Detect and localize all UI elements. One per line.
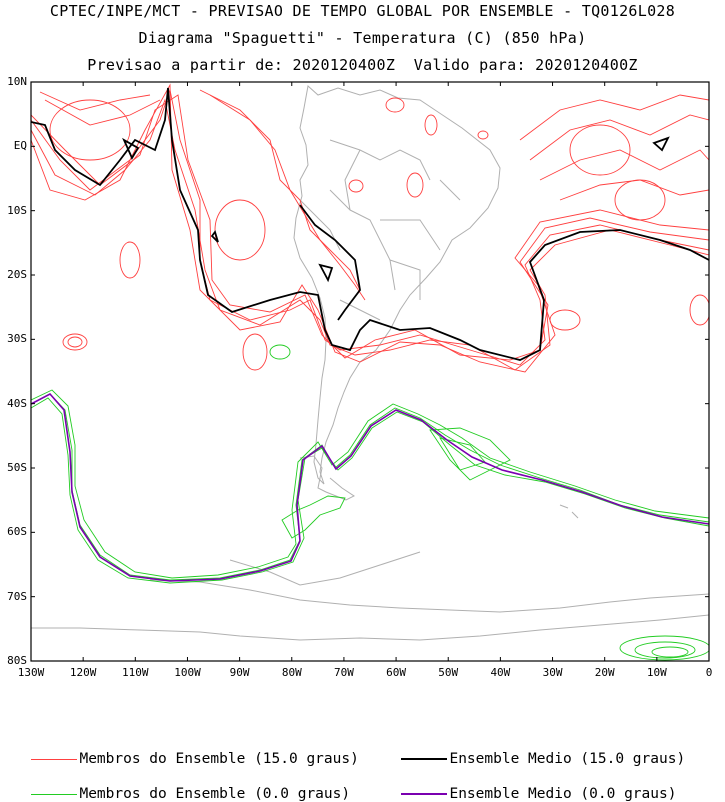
- member-15-island: [424, 114, 438, 136]
- lon-tick-label: 40W: [490, 666, 511, 679]
- lat-tick-label: 10N: [7, 75, 27, 88]
- member-15-island: [477, 130, 489, 140]
- member-15-contour: [519, 94, 709, 161]
- member-15-island: [549, 309, 581, 331]
- member-15-island: [614, 179, 666, 221]
- legend-label-members-0: Membros do Ensemble (0.0 graus): [79, 786, 351, 802]
- members-15-contours: [31, 83, 709, 373]
- mean-15-line: [31, 87, 709, 361]
- map-frame: [30, 81, 710, 662]
- lat-tick-label: 10S: [7, 203, 27, 217]
- lon-tick-label: 20W: [594, 666, 615, 679]
- patagonia-coast: [299, 455, 355, 501]
- mean-15-contours: [31, 87, 709, 361]
- mean-15-line: [318, 263, 334, 283]
- lon-tick-label: 100W: [174, 666, 201, 679]
- chart-title: CPTEC/INPE/MCT - PREVISAO DE TEMPO GLOBA…: [49, 2, 676, 20]
- member-15-island: [242, 333, 268, 371]
- legend-members-0: Membros do Ensemble (0.0 graus): [14, 770, 350, 802]
- member-15-island: [214, 199, 266, 261]
- member-15-island: [406, 172, 424, 198]
- lat-tick-label: 40S: [7, 396, 27, 410]
- member-15-island: [62, 333, 88, 351]
- lat-tick-label: 30S: [7, 332, 27, 346]
- member-0-island: [651, 646, 689, 658]
- member-15-island: [119, 241, 141, 279]
- member-15-contour: [31, 98, 709, 371]
- lat-tick-label: 80S: [7, 654, 27, 667]
- lon-tick-label: 30W: [542, 666, 563, 679]
- member-0-contour: [281, 495, 346, 539]
- lon-tick-label: 130W: [17, 666, 45, 679]
- lon-tick-label: 70W: [333, 666, 354, 679]
- legend-swatch-members-0: [31, 793, 78, 795]
- coastlines: [31, 85, 709, 641]
- member-15-island: [348, 179, 364, 193]
- lon-tick-label: 80W: [281, 666, 302, 679]
- legend-members-15: Membros do Ensemble (15.0 graus): [14, 735, 359, 767]
- member-15-contour: [44, 94, 366, 301]
- mean-15-line: [652, 136, 670, 152]
- chart-subtitle: Diagrama "Spaguetti" - Temperatura (C) (…: [138, 29, 587, 47]
- member-15-island: [385, 97, 405, 113]
- lat-tick-label: 70S: [7, 589, 27, 603]
- lon-tick-label: 90W: [229, 666, 250, 679]
- legend-mean-15: Ensemble Medio (15.0 graus): [384, 735, 685, 767]
- axis-ticks: [30, 81, 710, 662]
- mean-0-contours: [31, 392, 709, 582]
- member-15-island: [49, 99, 131, 161]
- legend-label-mean-15: Ensemble Medio (15.0 graus): [449, 751, 686, 767]
- lon-tick-label: 120W: [69, 666, 97, 679]
- legend-swatch-members-15: [31, 758, 78, 760]
- legend-label-mean-0: Ensemble Medio (0.0 graus): [449, 786, 677, 802]
- legend-label-members-15: Membros do Ensemble (15.0 graus): [79, 751, 359, 767]
- mean-15-line: [210, 230, 219, 243]
- country-borders: [299, 139, 461, 321]
- mean-0-line: [31, 392, 709, 582]
- member-15-contour: [31, 94, 709, 361]
- lon-tick-label: 0: [705, 666, 713, 679]
- legend-swatch-mean-15: [401, 758, 448, 760]
- member-15-contour: [31, 83, 709, 373]
- member-15-island: [67, 336, 83, 348]
- lat-tick-label: 50S: [7, 461, 27, 474]
- member-15-island: [569, 124, 631, 176]
- lon-tick-label: 10W: [646, 666, 667, 679]
- legend-mean-0: Ensemble Medio (0.0 graus): [384, 770, 676, 802]
- lon-tick-label: 50W: [438, 666, 459, 679]
- mean-15-line: [122, 137, 140, 160]
- legend-swatch-mean-0: [401, 793, 448, 795]
- member-15-island: [689, 294, 709, 326]
- lat-tick-label: EQ: [13, 139, 27, 153]
- south-georgia-coast: [559, 504, 579, 519]
- member-0-island: [269, 344, 291, 360]
- lon-tick-label: 110W: [122, 666, 149, 679]
- south-america-coast: [293, 85, 501, 485]
- lat-tick-label: 60S: [7, 525, 27, 539]
- chart-validity: Previsao a partir de: 2020120400Z Valido…: [87, 56, 638, 74]
- member-0-island: [619, 635, 709, 661]
- member-15-contour: [31, 88, 709, 366]
- mean-15-line: [299, 204, 361, 321]
- map-background: [31, 82, 709, 661]
- lon-tick-label: 60W: [386, 666, 406, 679]
- member-0-contour: [31, 389, 709, 579]
- member-0-island: [634, 641, 696, 659]
- lat-tick-label: 20S: [7, 268, 27, 281]
